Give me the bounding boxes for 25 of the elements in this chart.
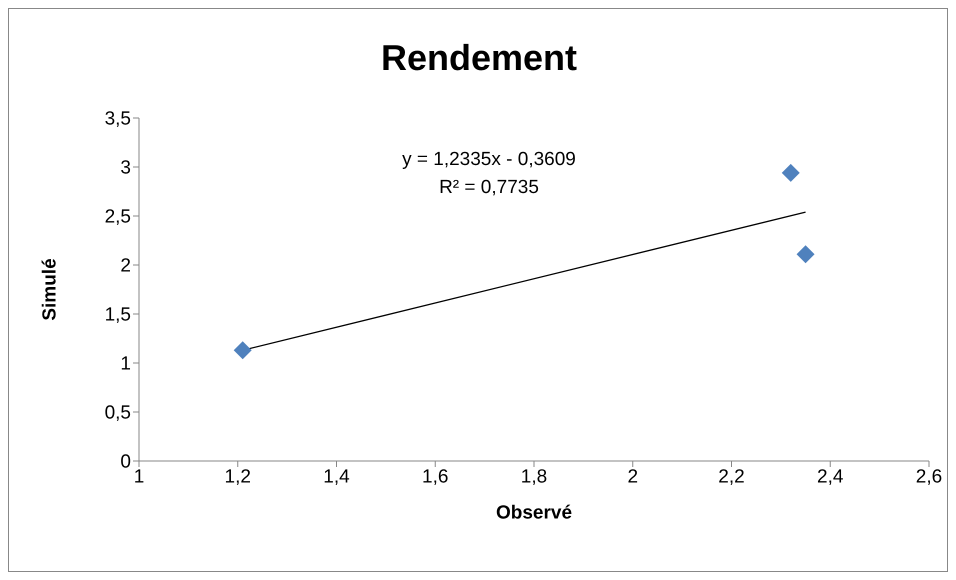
point (782, 164, 800, 182)
x-axis-title: Observé (496, 502, 572, 524)
x-tick-label: 2,6 (916, 466, 942, 488)
y-tick-label: 0,5 (104, 402, 131, 424)
y-tick-label: 2,5 (104, 206, 131, 228)
annotation: R² = 0,7735 (438, 177, 540, 199)
x-tick-label: 1,8 (520, 466, 548, 488)
y-tick-label: 2 (120, 256, 131, 277)
annotation: y = 1,2335x - 0,3609 (401, 149, 577, 171)
x-tick-label: 1,2 (224, 466, 251, 488)
x-tick-label: 1 (134, 466, 144, 488)
x-tick-label: 2 (627, 466, 638, 488)
y-tick-label: 1 (120, 354, 131, 375)
x-tick-label: 1,4 (323, 466, 350, 488)
y-tick-label: 0 (120, 452, 131, 473)
chart-title: Rendement (380, 37, 578, 79)
x-tick-label: 2,4 (817, 466, 844, 488)
point (234, 341, 252, 360)
point (796, 245, 815, 264)
y-tick-label: 1,5 (104, 304, 131, 326)
x-tick-label: 1,6 (422, 466, 448, 488)
y-axis-title: Simulé (40, 258, 61, 321)
y-tick-label: 3,5 (104, 108, 131, 130)
y-tick-label: 3 (120, 158, 131, 179)
x-tick-label: 2,2 (718, 466, 745, 488)
